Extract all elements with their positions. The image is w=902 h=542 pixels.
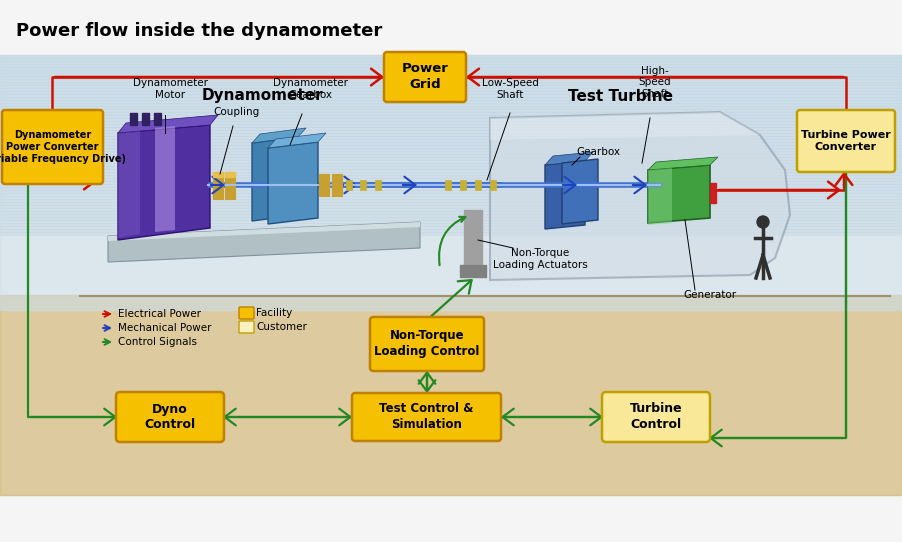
Bar <box>0 175 902 178</box>
Bar <box>710 183 716 203</box>
Text: Test Control &
Simulation: Test Control & Simulation <box>380 403 474 431</box>
Bar <box>0 184 902 187</box>
Text: Power flow inside the dynamometer: Power flow inside the dynamometer <box>16 22 382 40</box>
Polygon shape <box>562 159 598 224</box>
Text: High-
Speed
Shaft: High- Speed Shaft <box>639 66 671 99</box>
Polygon shape <box>648 165 710 223</box>
Bar <box>0 112 902 115</box>
Bar <box>142 113 149 125</box>
Bar <box>0 106 902 109</box>
Bar <box>0 85 902 88</box>
Bar <box>154 113 161 125</box>
Text: Power
Grid: Power Grid <box>401 62 448 92</box>
FancyBboxPatch shape <box>2 110 103 184</box>
Bar <box>0 211 902 214</box>
Bar <box>0 208 902 211</box>
Bar <box>375 180 381 190</box>
Bar <box>0 94 902 97</box>
Text: Turbine
Control: Turbine Control <box>630 403 682 431</box>
Polygon shape <box>545 152 593 165</box>
Bar <box>130 113 137 125</box>
Bar <box>0 58 902 61</box>
Polygon shape <box>118 125 210 240</box>
Bar <box>445 180 451 190</box>
FancyBboxPatch shape <box>370 317 484 371</box>
Text: Dynamometer
Motor: Dynamometer Motor <box>133 79 207 100</box>
Polygon shape <box>545 161 585 229</box>
Bar <box>0 202 902 205</box>
FancyBboxPatch shape <box>352 393 501 441</box>
Bar <box>0 205 902 208</box>
Polygon shape <box>118 115 218 133</box>
FancyBboxPatch shape <box>239 307 254 319</box>
Bar <box>490 180 496 190</box>
Bar <box>0 157 902 160</box>
Bar <box>0 190 902 193</box>
Bar <box>0 232 902 235</box>
Bar <box>0 163 902 166</box>
Text: Dynamometer
Gearbox: Dynamometer Gearbox <box>272 79 347 100</box>
Text: Generator: Generator <box>684 290 737 300</box>
Bar <box>0 67 902 70</box>
Bar <box>0 220 902 223</box>
Bar <box>0 142 902 145</box>
Polygon shape <box>252 128 306 143</box>
Bar <box>0 187 902 190</box>
Bar <box>225 172 235 199</box>
Bar <box>0 139 902 142</box>
Bar <box>0 70 902 73</box>
Bar <box>0 115 902 118</box>
Polygon shape <box>252 137 298 221</box>
Bar <box>0 193 902 196</box>
Bar <box>213 172 223 199</box>
Text: Dyno
Control: Dyno Control <box>144 403 196 431</box>
Text: Dynamometer: Dynamometer <box>201 88 323 103</box>
Text: Customer: Customer <box>256 322 307 332</box>
Circle shape <box>757 216 769 228</box>
Polygon shape <box>490 112 790 280</box>
Bar <box>0 64 902 67</box>
Bar <box>0 130 902 133</box>
Text: Dynamometer
Power Converter
(Variable Frequency Drive): Dynamometer Power Converter (Variable Fr… <box>0 130 126 164</box>
Bar <box>0 160 902 163</box>
Polygon shape <box>268 142 318 224</box>
Bar <box>0 103 902 106</box>
Bar <box>0 136 902 139</box>
Bar <box>0 73 902 76</box>
Bar <box>0 133 902 136</box>
Bar <box>0 295 902 495</box>
Bar <box>0 91 902 94</box>
Text: Coupling: Coupling <box>214 107 260 117</box>
Bar <box>319 174 329 196</box>
Bar <box>0 148 902 151</box>
Bar <box>213 172 223 177</box>
Polygon shape <box>118 131 140 238</box>
Bar <box>0 127 902 130</box>
Bar <box>0 181 902 184</box>
Text: Mechanical Power: Mechanical Power <box>118 323 211 333</box>
Bar <box>0 97 902 100</box>
Polygon shape <box>108 222 420 262</box>
Bar <box>475 180 481 190</box>
FancyBboxPatch shape <box>797 110 895 172</box>
Text: Gearbox: Gearbox <box>576 147 620 157</box>
Bar <box>0 55 902 58</box>
Bar <box>464 210 482 270</box>
Bar <box>0 76 902 79</box>
Bar <box>0 217 902 220</box>
Bar <box>0 118 902 121</box>
Text: Control Signals: Control Signals <box>118 337 197 347</box>
Bar <box>346 180 352 190</box>
FancyBboxPatch shape <box>116 392 224 442</box>
Bar <box>332 174 342 196</box>
FancyBboxPatch shape <box>384 52 466 102</box>
Text: Facility: Facility <box>256 308 292 318</box>
Text: Non-Torque
Loading Actuators: Non-Torque Loading Actuators <box>492 248 587 269</box>
Bar <box>0 124 902 127</box>
Bar <box>0 154 902 157</box>
Polygon shape <box>268 133 326 148</box>
Bar <box>0 109 902 112</box>
Bar <box>460 265 486 277</box>
Bar <box>0 223 902 226</box>
